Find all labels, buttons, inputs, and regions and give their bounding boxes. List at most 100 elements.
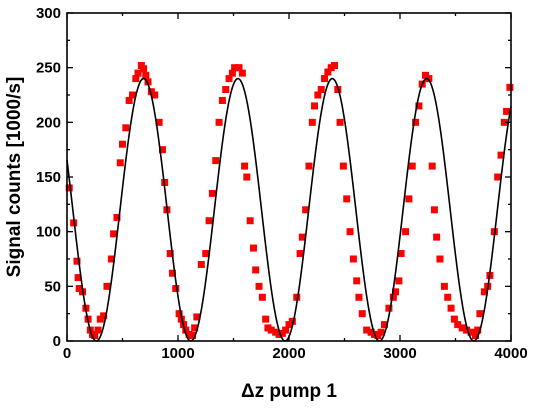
x-tick-label: 1000 (161, 345, 194, 362)
data-point (428, 162, 436, 170)
data-point (74, 274, 82, 282)
data-point (389, 293, 397, 301)
data-point (241, 162, 249, 170)
x-tick-label: 4000 (494, 345, 527, 362)
y-tick-label: 250 (36, 60, 61, 77)
data-point (222, 86, 230, 94)
data-point (346, 228, 354, 236)
data-point (175, 310, 183, 318)
data-point (308, 118, 316, 126)
data-point (321, 75, 329, 83)
data-point (205, 217, 213, 225)
data-point (467, 328, 475, 336)
y-tick-label: 50 (44, 278, 61, 295)
data-point (339, 162, 347, 170)
data-point (91, 332, 99, 340)
data-point (94, 326, 102, 334)
data-point (506, 83, 514, 91)
data-point (166, 250, 174, 258)
data-point (228, 69, 236, 77)
data-point (302, 206, 310, 214)
x-tick-label: 3000 (383, 345, 416, 362)
data-point (168, 269, 176, 277)
data-point (430, 206, 438, 214)
data-point (463, 326, 471, 334)
data-point (305, 162, 313, 170)
data-point (258, 293, 266, 301)
data-point (119, 140, 126, 148)
data-point (450, 315, 458, 323)
data-point (113, 213, 121, 221)
axes-layer: 0 1000 2000 3000 4000 0 50 100 150 200 250 300 (36, 5, 528, 362)
data-point (392, 288, 400, 296)
data-point (191, 324, 199, 332)
data-point (444, 293, 452, 301)
x-tick-label: 2000 (272, 345, 305, 362)
data-point (128, 91, 136, 99)
data-point (172, 285, 180, 293)
data-point (151, 91, 159, 99)
data-point (100, 312, 108, 320)
data-point (188, 332, 196, 340)
data-point (134, 69, 142, 77)
data-point (246, 217, 254, 225)
data-point (208, 189, 216, 197)
data-point (252, 266, 260, 274)
data-point (454, 321, 462, 329)
data-point (349, 255, 357, 263)
data-point (433, 233, 441, 241)
data-point (408, 162, 416, 170)
data-point (385, 304, 393, 312)
data-point (243, 173, 251, 181)
y-tick-label: 0 (53, 333, 61, 350)
data-point (288, 317, 296, 325)
data-point (314, 91, 322, 99)
data-point (65, 184, 73, 192)
y-tick-label: 100 (36, 224, 61, 241)
data-point (415, 102, 423, 110)
data-point (380, 321, 388, 329)
data-point (107, 255, 115, 263)
data-point (447, 304, 455, 312)
data-point (317, 86, 325, 94)
data-point (193, 313, 201, 321)
y-tick-label: 200 (36, 114, 61, 131)
data-point (476, 310, 484, 318)
data-point (142, 71, 150, 79)
data-point (73, 257, 81, 265)
y-tick-label: 300 (36, 5, 61, 22)
data-point (158, 146, 166, 154)
data-point (238, 69, 246, 77)
data-point (336, 118, 344, 126)
data-point (395, 277, 403, 285)
data-point (497, 151, 505, 159)
data-point (293, 293, 301, 301)
data-point (155, 118, 163, 126)
data-point (343, 195, 351, 203)
data-point (202, 250, 210, 258)
plot-frame (66, 12, 512, 342)
data-point (298, 233, 306, 241)
data-point (125, 96, 133, 104)
data-point (296, 250, 304, 258)
data-point (267, 326, 275, 334)
data-point (103, 282, 111, 290)
data-point (132, 75, 140, 83)
data-point (425, 75, 433, 83)
data-point (324, 68, 332, 76)
data-point (458, 324, 466, 332)
data-point (225, 75, 233, 83)
x-tick-label: 0 (63, 345, 71, 362)
fit-curve (66, 77, 512, 342)
data-point (353, 277, 361, 285)
data-point (311, 102, 319, 110)
data-point (197, 260, 205, 268)
data-point (182, 326, 190, 334)
data-point (218, 96, 226, 104)
data-point (122, 124, 130, 132)
data-point (377, 328, 385, 336)
data-point (212, 157, 220, 165)
data-point (363, 326, 371, 334)
data-point (436, 255, 444, 263)
